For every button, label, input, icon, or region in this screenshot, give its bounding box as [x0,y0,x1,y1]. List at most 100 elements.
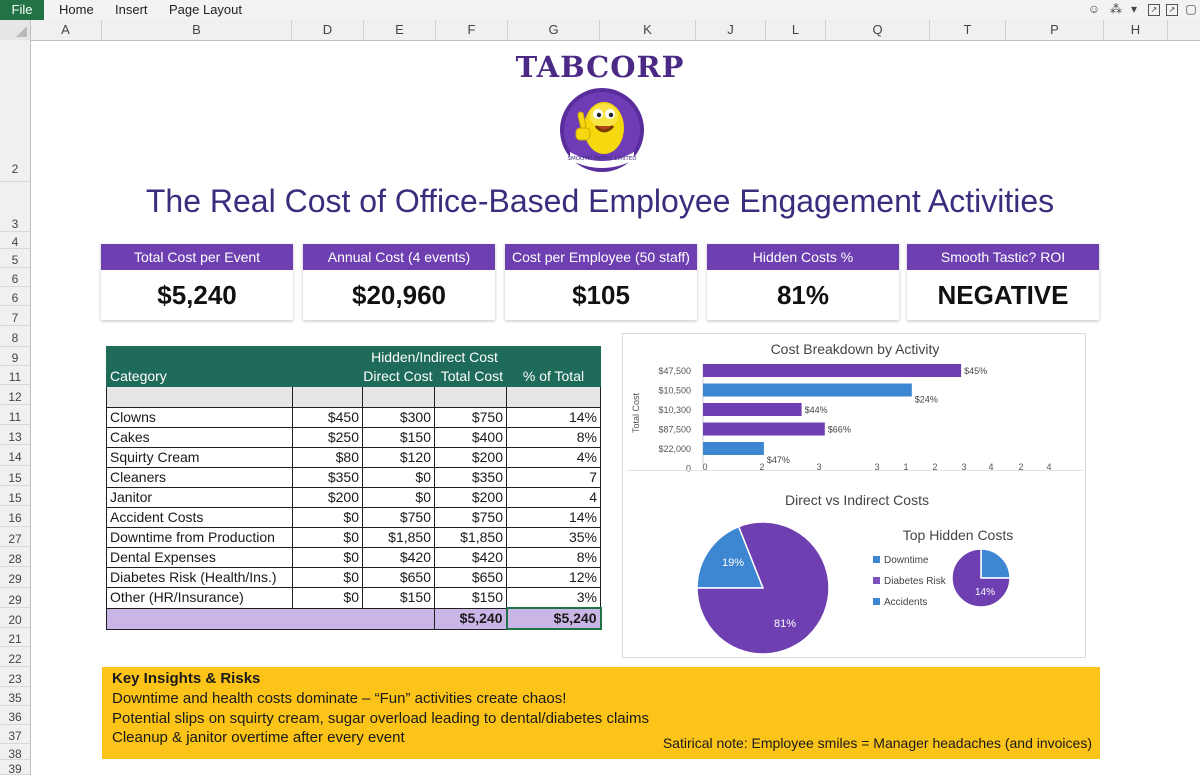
row-header[interactable]: 37 [0,725,30,744]
row-header[interactable]: 6 [0,287,30,306]
table-cell[interactable]: 4 [506,487,601,508]
share-icon[interactable]: ↗ [1166,4,1178,16]
row-header[interactable]: 6 [0,268,30,287]
table-cell[interactable] [106,386,293,408]
table-cell-category[interactable]: Downtime from Production [106,527,293,548]
table-cell[interactable] [362,386,435,408]
table-total-label-cell[interactable] [106,607,435,630]
table-cell[interactable]: 14% [506,407,601,428]
row-header[interactable]: 20 [0,608,30,628]
bar-mark[interactable] [703,383,912,397]
tab-page-layout[interactable]: Page Layout [169,2,243,17]
select-all-corner[interactable] [0,20,31,40]
table-cell[interactable] [292,386,363,408]
table-cell[interactable]: 14% [506,507,601,528]
table-cell[interactable]: $750 [434,407,507,428]
table-cell-category[interactable]: Cleaners [106,467,293,488]
bar-mark[interactable] [703,403,802,416]
legend-item[interactable]: Downtime [873,554,973,575]
column-header[interactable]: L [766,20,826,40]
table-total-selected-cell[interactable]: $5,240 [505,607,602,630]
row-header[interactable]: 12 [0,385,30,405]
table-cell-category[interactable]: Cakes [106,427,293,448]
direct-indirect-pie[interactable]: 19% 81% [683,518,843,658]
table-cell[interactable]: $0 [292,547,363,568]
column-header[interactable]: B [102,20,292,40]
table-cell-category[interactable]: Diabetes Risk (Health/Ins.) [106,567,293,588]
column-header[interactable]: G [508,20,600,40]
table-cell[interactable]: $0 [292,567,363,588]
pie-slice[interactable] [980,548,1011,579]
bar-mark[interactable] [703,442,764,455]
table-cell-category[interactable]: Other (HR/Insurance) [106,587,293,609]
table-cell-category[interactable]: Dental Expenses [106,547,293,568]
row-header[interactable]: 22 [0,647,30,667]
legend-item[interactable]: Accidents [873,596,973,617]
bar-mark[interactable] [703,364,962,377]
row-header[interactable]: 38 [0,744,30,761]
table-cell[interactable]: 3% [506,587,601,609]
table-cell[interactable]: $200 [434,487,507,508]
column-header[interactable]: K [600,20,696,40]
row-header[interactable]: 9 [0,347,30,366]
row-header[interactable]: 35 [0,687,30,706]
table-cell[interactable]: $80 [292,447,363,468]
table-cell[interactable]: 8% [506,547,601,568]
column-header[interactable]: P [1006,20,1104,40]
table-header-cell[interactable] [292,346,363,387]
column-header-blank[interactable] [1168,20,1200,40]
row-header[interactable]: 15 [0,486,30,506]
table-cell[interactable]: $350 [434,467,507,488]
close-icon[interactable]: ▢ [1185,2,1197,16]
table-cell[interactable]: $0 [362,467,435,488]
tab-home[interactable]: Home [59,2,94,17]
smiley-icon[interactable]: ☺ [1087,2,1101,16]
table-cell[interactable]: 4% [506,447,601,468]
hidden-costs-pie[interactable]: 32%14% [943,544,1023,614]
table-cell[interactable]: $0 [292,507,363,528]
table-cell[interactable]: $350 [292,467,363,488]
bar-chart[interactable]: Total Cost $47,500 $10,500 $10,300 $87,500 $2… [623,356,1087,476]
column-header[interactable]: D [292,20,364,40]
column-header[interactable]: E [364,20,436,40]
table-cell[interactable]: $150 [362,587,435,609]
table-total-cell[interactable]: $5,240 [434,607,507,630]
table-cell-category[interactable]: Accident Costs [106,507,293,528]
table-header-percent[interactable]: % of Total [506,346,601,387]
row-header[interactable]: 27 [0,527,30,547]
table-cell[interactable]: $750 [434,507,507,528]
table-cell[interactable]: $120 [362,447,435,468]
row-header[interactable]: 11 [0,366,30,385]
row-header[interactable]: 16 [0,506,30,527]
restore-icon[interactable]: ↗ [1148,4,1160,16]
row-header[interactable]: 4 [0,232,30,249]
row-header[interactable]: 23 [0,667,30,687]
table-cell[interactable]: $200 [434,447,507,468]
table-cell[interactable]: $150 [362,427,435,448]
comments-icon[interactable]: ⁂ [1110,2,1122,16]
table-cell[interactable]: $420 [362,547,435,568]
table-cell-category[interactable]: Clowns [106,407,293,428]
table-cell-category[interactable]: Squirty Cream [106,447,293,468]
row-header[interactable]: 11 [0,405,30,425]
row-header[interactable]: 15 [0,466,30,486]
table-header-category[interactable]: Category [106,346,293,387]
table-cell[interactable]: $200 [292,487,363,508]
table-cell[interactable]: $1,850 [362,527,435,548]
pie-slice[interactable] [696,521,830,655]
row-header[interactable]: 14 [0,445,30,466]
table-cell[interactable]: $650 [362,567,435,588]
table-cell-category[interactable]: Janitor [106,487,293,508]
table-cell[interactable]: 8% [506,427,601,448]
table-cell[interactable]: $750 [362,507,435,528]
row-header[interactable]: 2 [0,152,30,182]
row-header[interactable]: 5 [0,249,30,268]
table-cell[interactable]: $420 [434,547,507,568]
table-cell[interactable]: $0 [292,587,363,609]
column-header[interactable]: T [930,20,1006,40]
row-header[interactable]: 13 [0,425,30,445]
row-header[interactable]: 8 [0,326,30,347]
table-cell[interactable]: $1,850 [434,527,507,548]
row-header[interactable]: 39 [0,760,30,776]
pie-slice[interactable] [696,525,765,589]
